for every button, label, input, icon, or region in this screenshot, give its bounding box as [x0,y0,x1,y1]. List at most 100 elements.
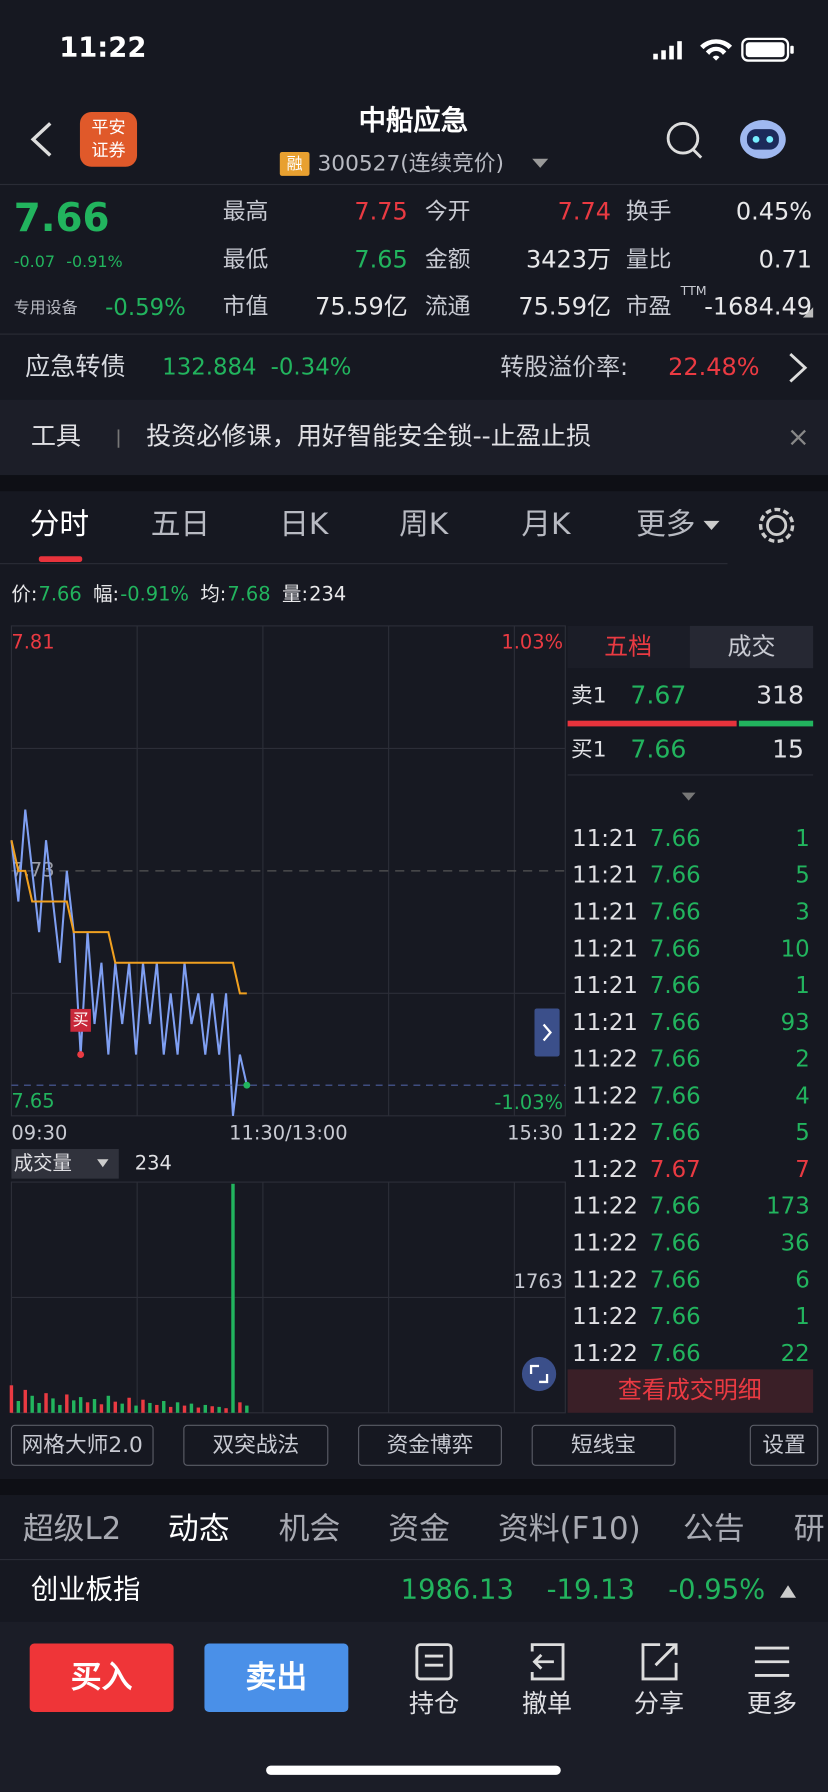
tool-button-label[interactable]: 短线宝 [571,1433,636,1458]
volume-bar [148,1402,152,1413]
bond-arrow[interactable] [789,353,808,383]
section-tab[interactable]: 动态 [168,1511,230,1547]
section-tab[interactable]: 超级L2 [23,1511,121,1547]
buy-label[interactable]: 买入 [71,1659,133,1695]
tool-button-label[interactable]: 网格大师2.0 [22,1433,143,1458]
trade-volume: 1 [795,1304,810,1330]
trade-volume: 7 [795,1157,810,1183]
expand-button[interactable] [521,1356,557,1392]
volume-bar [196,1407,201,1413]
home-indicator [266,1765,561,1775]
sell-button[interactable] [204,1643,349,1713]
tool-button[interactable] [531,1424,676,1466]
trade-time: 11:22 [572,1047,638,1073]
index-expand[interactable] [780,1585,797,1598]
chart-tab[interactable]: 分时 [30,507,89,542]
search-button[interactable] [666,121,703,159]
more-dropdown[interactable] [703,520,720,530]
trade-volume: 5 [795,1120,810,1146]
action-label[interactable]: 分享 [634,1689,684,1718]
book-tab-active[interactable] [567,625,690,669]
section-tab[interactable]: 公告 [683,1511,745,1547]
book-level-label: 买1 [571,737,607,762]
volume-bar [113,1401,117,1413]
assistant-button[interactable] [740,119,786,159]
back-button[interactable] [30,122,52,157]
volume-bar [168,1406,173,1413]
sell-label[interactable]: 卖出 [246,1659,308,1695]
volume-bar [238,1402,242,1413]
trade-marker [77,1051,85,1059]
chart-tab[interactable]: 更多 [636,507,695,542]
action-label[interactable]: 更多 [747,1689,797,1718]
tool-button[interactable] [749,1424,819,1466]
volume-bar [155,1404,159,1413]
current-point [243,1081,251,1089]
book-tab-label[interactable]: 成交 [728,633,776,661]
code-dropdown[interactable] [532,158,549,168]
trade-price: 7.66 [650,1341,701,1367]
panel-toggle[interactable] [534,1008,560,1057]
sector-name: 专用设备 [14,298,78,317]
price-change-pct: -0.91% [66,252,123,271]
book-tab-label[interactable]: 五档 [604,633,652,661]
volume-bar [65,1394,69,1413]
settings-button[interactable] [758,507,795,544]
trade-volume: 173 [766,1194,810,1220]
book-tab[interactable] [689,625,814,669]
chart-tab[interactable]: 日K [279,507,330,542]
chart-tab[interactable]: 月K [521,507,572,542]
status-icons [653,37,794,62]
stat-label-sup: TTM [680,283,707,298]
stat-value: 0.45% [736,197,812,225]
y-tick-label: 7.81 [11,631,54,654]
divider [0,333,828,335]
divider [567,774,814,776]
trade-time: 11:21 [572,936,638,962]
volume-bar [182,1405,187,1413]
tool-button[interactable] [358,1424,502,1466]
book-level-label: 卖1 [571,684,607,709]
volume-bar [92,1399,97,1413]
trade-time: 11:21 [572,973,638,999]
chart-tab[interactable]: 五日 [151,507,210,542]
book-volume: 318 [756,681,804,710]
chart-tab[interactable]: 周K [399,507,450,542]
section-tab[interactable]: 资金 [388,1511,450,1547]
sector-change: -0.59% [105,295,186,321]
action-label[interactable]: 撤单 [522,1689,572,1718]
info-value: 234 [309,583,346,606]
close-button[interactable] [790,429,806,446]
premium-value: 22.48% [668,353,759,381]
stat-label: 最低 [223,247,269,273]
volume-bar [217,1406,221,1413]
volume-bar [23,1389,27,1413]
info-value: 7.68 [227,583,270,606]
info-label: 量: [282,583,308,606]
detail-button[interactable] [567,1369,814,1413]
tool-button-label[interactable]: 资金博弈 [387,1433,474,1458]
detail-button-label[interactable]: 查看成交明细 [618,1376,762,1404]
section-tab[interactable]: 研 [794,1511,825,1547]
volume-bar [134,1405,138,1413]
trade-price: 7.66 [650,1267,701,1293]
section-tab[interactable]: 机会 [279,1511,341,1547]
trade-volume: 22 [781,1341,810,1367]
volume-bar [189,1403,194,1413]
section-tab[interactable]: 资料(F10) [498,1511,641,1547]
tool-button-label[interactable]: 设置 [762,1433,805,1458]
trade-price: 7.66 [650,826,701,852]
volume-dropdown[interactable] [97,1159,109,1168]
action-label[interactable]: 持仓 [409,1689,459,1718]
buy-button[interactable] [29,1643,174,1713]
tool-button[interactable] [10,1424,154,1466]
trade-volume: 6 [795,1267,810,1293]
tool-text[interactable]: 投资必修课，用好智能安全锁--止盈止损 [146,421,591,450]
trade-volume: 36 [781,1230,810,1256]
logo[interactable] [79,111,138,167]
tool-button[interactable] [183,1424,329,1466]
tool-button-label[interactable]: 双突战法 [212,1433,299,1458]
book-collapse[interactable] [681,792,696,801]
